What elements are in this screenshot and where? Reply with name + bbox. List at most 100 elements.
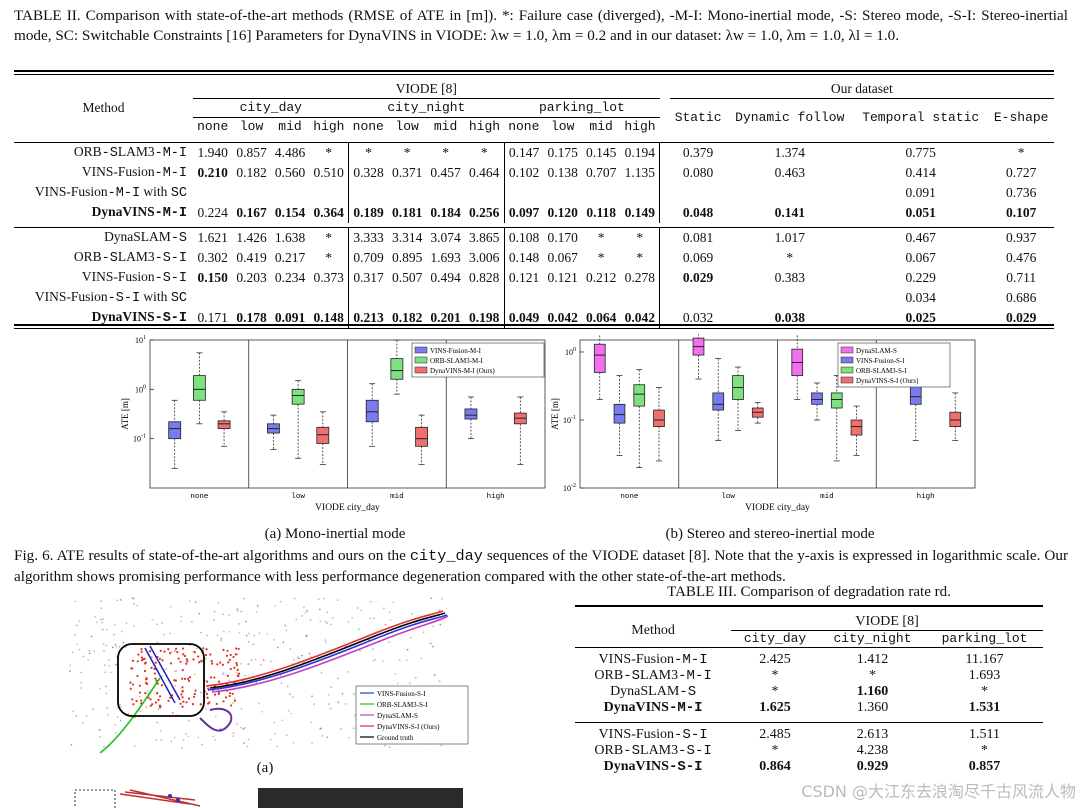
map-point bbox=[191, 620, 193, 623]
t2-cell: 0.064 bbox=[585, 310, 617, 325]
t2-cell: 0.234 bbox=[274, 270, 306, 285]
map-point bbox=[127, 713, 130, 715]
map-point bbox=[176, 650, 179, 654]
t2-cell: 0.029 bbox=[682, 270, 714, 285]
map-point bbox=[76, 624, 78, 627]
map-point bbox=[214, 715, 217, 718]
t2-ours-col: E-shape bbox=[993, 110, 1049, 125]
map-point bbox=[106, 713, 109, 716]
map-point bbox=[225, 654, 228, 657]
map-point bbox=[157, 698, 160, 701]
t2-cell bbox=[426, 288, 464, 308]
t2-cell: * bbox=[325, 145, 333, 160]
map-point bbox=[310, 721, 313, 724]
map-point bbox=[422, 631, 425, 634]
t2-cell: 0.138 bbox=[547, 165, 578, 180]
t3-row: DynaSLAM-S * 1.160 * bbox=[575, 684, 1043, 700]
t2-cell: 0.051 bbox=[905, 205, 936, 220]
t2-cell bbox=[388, 288, 426, 308]
box bbox=[830, 392, 843, 409]
map-point bbox=[119, 703, 122, 706]
map-point bbox=[293, 658, 295, 661]
map-point bbox=[217, 601, 220, 604]
map-point bbox=[295, 618, 298, 621]
map-point bbox=[373, 617, 375, 620]
map-point bbox=[125, 622, 128, 625]
t2-cell: 0.067 bbox=[547, 250, 578, 265]
map-point bbox=[169, 662, 173, 665]
t2-cell: 0.170 bbox=[547, 230, 578, 245]
x-tick-label: low bbox=[721, 493, 735, 501]
t2-cell: 0.148 bbox=[313, 310, 344, 325]
y-tick-label: 10-1 bbox=[133, 434, 146, 444]
map-point bbox=[215, 702, 218, 706]
map-point bbox=[169, 605, 172, 608]
legend-swatch bbox=[840, 356, 854, 364]
t2-seq-city_day: city_day bbox=[193, 98, 349, 118]
map-point bbox=[88, 652, 91, 655]
map-point bbox=[78, 620, 81, 623]
map-point bbox=[358, 628, 360, 631]
map-point bbox=[340, 727, 342, 730]
map-point bbox=[243, 674, 246, 677]
map-point bbox=[439, 623, 442, 626]
map-point bbox=[269, 738, 272, 741]
map-point bbox=[290, 712, 293, 715]
map-point bbox=[181, 705, 184, 708]
box bbox=[168, 421, 182, 440]
t3-col: parking_lot bbox=[926, 630, 1043, 648]
map-point bbox=[93, 650, 96, 653]
t2-cell bbox=[620, 288, 659, 308]
map-point bbox=[167, 699, 170, 702]
t2-cell bbox=[426, 183, 464, 203]
t2-cell: 0.171 bbox=[197, 310, 228, 325]
map-point bbox=[140, 647, 143, 651]
map-point bbox=[109, 671, 112, 674]
t2-row: DynaVINS-S-I 0.171 0.178 0.091 0.148 0.213 0.1… bbox=[14, 308, 1054, 328]
map-point bbox=[99, 736, 102, 738]
map-point bbox=[232, 655, 235, 659]
t2-method: VINS-Fusion-M-I with SC bbox=[34, 184, 188, 201]
legend-swatch bbox=[414, 356, 428, 364]
map-point bbox=[106, 706, 109, 709]
t2-row: VINS-Fusion-S-I 0.150 0.203 0.234 0.373 0.317… bbox=[14, 268, 1054, 288]
t2-cell bbox=[309, 183, 348, 203]
t2-ours-col: Temporal static bbox=[862, 110, 980, 125]
t2-cell: * bbox=[348, 142, 388, 163]
map-point bbox=[235, 661, 238, 665]
map-point bbox=[321, 734, 324, 737]
map-point bbox=[388, 640, 390, 643]
map-point bbox=[356, 607, 359, 609]
map-point bbox=[326, 622, 329, 625]
x-tick-label: high bbox=[917, 493, 935, 501]
t2-cell bbox=[271, 288, 309, 308]
map-point bbox=[326, 611, 329, 614]
map-point bbox=[150, 656, 153, 658]
map-point bbox=[216, 663, 219, 666]
map-point bbox=[253, 634, 256, 637]
map-point bbox=[204, 653, 208, 657]
map-point bbox=[200, 660, 203, 663]
t2-cell: 0.364 bbox=[313, 205, 344, 220]
map-point bbox=[238, 631, 241, 634]
map-point bbox=[98, 687, 101, 690]
trajectory-line bbox=[144, 645, 181, 704]
map-point bbox=[337, 701, 340, 703]
map-point bbox=[144, 692, 147, 695]
t2-cell: 0.302 bbox=[197, 250, 228, 265]
map-point bbox=[394, 672, 397, 675]
map-point bbox=[170, 740, 173, 743]
map-point bbox=[179, 702, 182, 705]
box bbox=[633, 384, 646, 407]
map-point bbox=[220, 637, 223, 640]
t3-row: ORB-SLAM3-S-I * 4.238 * bbox=[575, 743, 1043, 759]
traj-legend-box bbox=[355, 685, 469, 745]
map-point bbox=[231, 692, 234, 695]
map-point bbox=[206, 680, 209, 683]
map-point bbox=[252, 643, 255, 646]
t2-cell: 0.707 bbox=[585, 165, 617, 180]
map-point bbox=[266, 632, 269, 635]
map-point bbox=[163, 650, 166, 653]
map-point bbox=[85, 715, 88, 718]
bottom-rule bbox=[14, 324, 1054, 326]
